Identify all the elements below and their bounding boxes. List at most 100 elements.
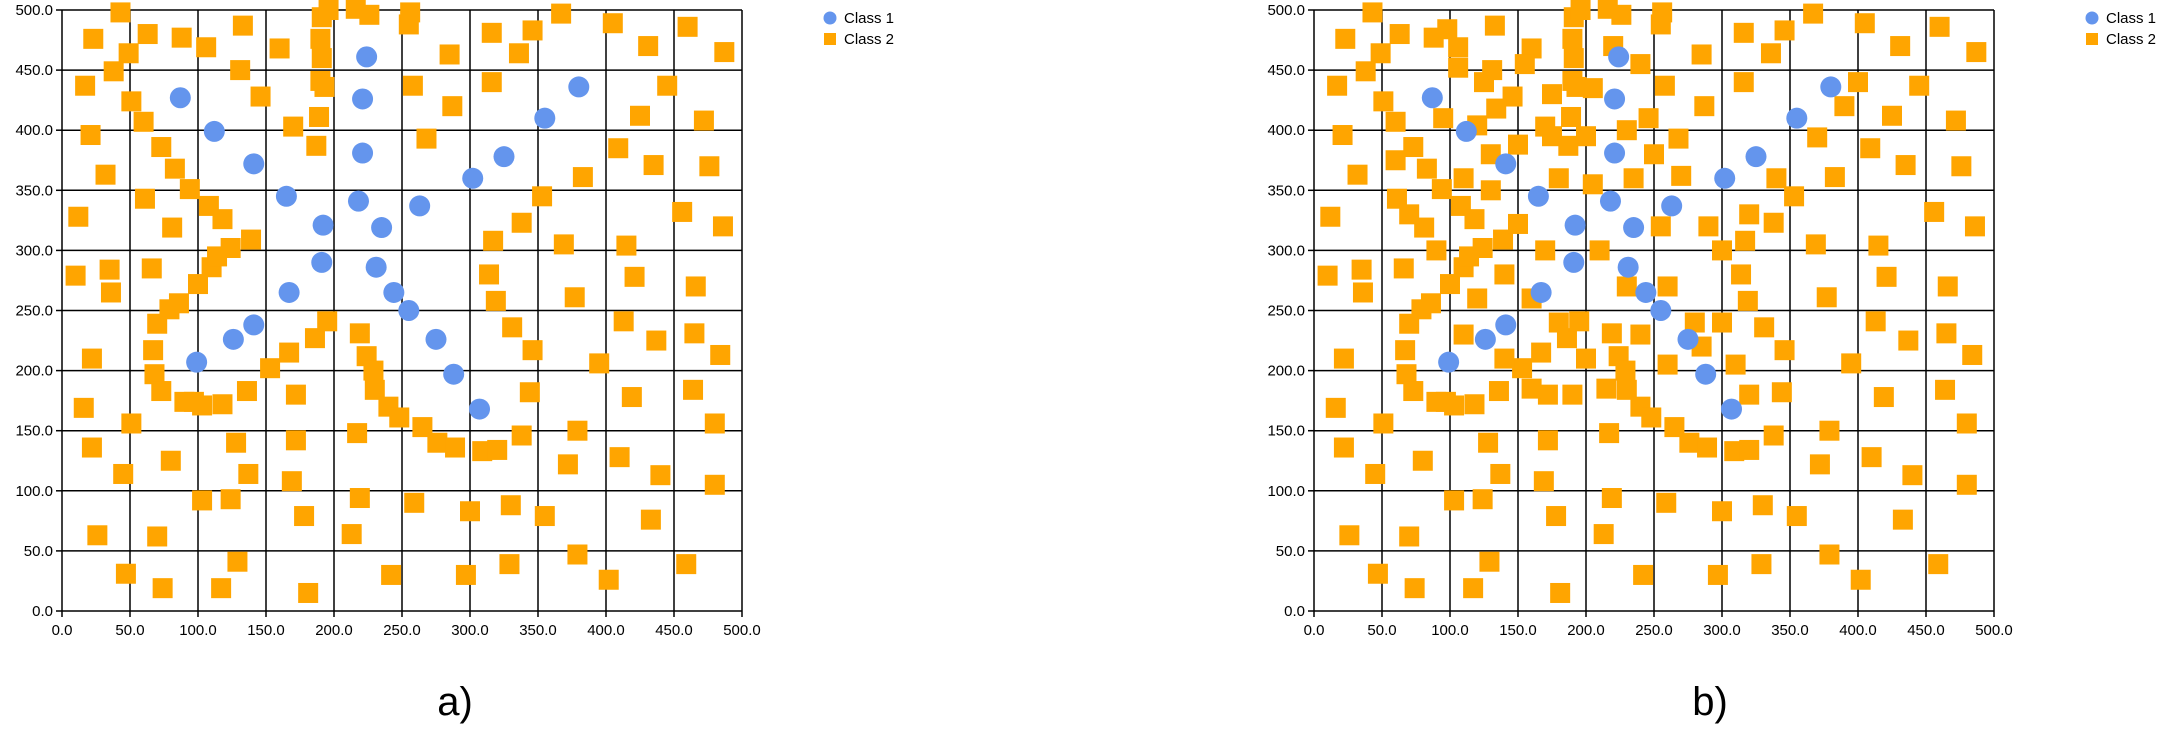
data-point-square [693,110,714,131]
data-point-square [522,20,543,41]
data-point-square [1325,397,1346,418]
data-point-square [250,86,271,107]
axes: 0.0 50.0 100.0 150.0 200.0 250.0 300.0 350.0 400… [1267,2,2012,639]
data-point-circle [383,281,405,303]
data-point-square [269,38,290,59]
data-point-square [1535,240,1556,261]
data-point-square [624,266,645,287]
data-point-square [1803,3,1824,24]
data-point-square [1641,407,1662,428]
x-tick-label: 250.0 [1635,622,1673,639]
data-point-square [1472,237,1493,258]
data-point-square [285,430,306,451]
y-tick-label: 150.0 [15,423,53,440]
data-point-square [1854,13,1875,34]
data-point-circle [1530,281,1552,303]
data-point-square [1739,204,1760,225]
x-tick-label: 100.0 [179,622,217,639]
data-point-square [460,501,480,522]
data-point-square [1472,489,1493,510]
x-tick-label: 150.0 [247,622,285,639]
data-point-circle [1617,256,1639,278]
data-point-square [1444,490,1465,511]
x-tick-label: 500.0 [723,622,761,639]
data-point-square [1537,384,1558,405]
data-point-square [1784,186,1805,207]
data-point-square [1763,425,1784,446]
data-point-square [511,425,532,446]
data-point-square [283,116,304,137]
data-point-square [1962,344,1983,365]
data-point-square [1502,86,1523,107]
data-point-circle [243,314,265,336]
data-point-square [147,526,168,547]
data-point-square [508,43,529,64]
data-point-square [389,407,410,428]
data-point-square [598,569,619,590]
legend: Class 1 Class 2 [823,10,894,48]
data-point-square [133,111,154,132]
data-point-square [1335,28,1356,49]
data-point-square [1347,164,1368,185]
data-point-square [310,28,331,49]
data-point-square [1656,492,1677,513]
data-point-square [164,158,185,179]
data-point-square [553,234,574,255]
data-point-square [1754,317,1775,338]
data-point-circle [222,328,244,350]
data-point-square [1490,463,1511,484]
y-tick-label: 400.0 [1267,122,1305,139]
data-point-square [1809,454,1830,475]
data-point-square [1566,76,1587,97]
data-point-circle [1455,120,1477,142]
x-tick-label: 50.0 [1367,622,1396,639]
data-point-circle [462,167,484,189]
data-point-square [609,447,630,468]
data-point-square [1630,324,1651,345]
data-point-square [1561,106,1582,127]
data-point-square [1365,463,1386,484]
data-point-square [1873,387,1894,408]
data-point-square [1601,323,1622,344]
data-point-square [1616,120,1637,141]
data-point-square [1848,72,1868,93]
data-point-square [1945,110,1966,131]
y-tick-label: 350.0 [1267,182,1305,199]
data-point-square [1664,417,1685,438]
x-tick-label: 0.0 [52,622,73,639]
data-point-square [1679,432,1700,453]
data-point-square [1570,0,1591,20]
data-point-square [1385,111,1406,132]
data-point-square [1433,108,1454,129]
data-point-square [227,551,248,572]
y-tick-label: 200.0 [1267,363,1305,380]
data-point-circle [409,195,431,217]
data-point-square [1514,54,1535,75]
data-point-square [1542,126,1562,147]
data-point-square [230,60,251,81]
data-point-square [83,28,104,49]
data-point-square [1444,395,1465,416]
data-point-square [1420,293,1441,314]
data-point-circle [1599,190,1621,212]
x-tick-label: 50.0 [115,622,144,639]
data-point-square [160,450,181,471]
data-point-square [1320,206,1341,227]
data-point-square [80,125,101,146]
grid [61,9,743,612]
data-point-square [1657,276,1678,297]
scatter-chart-b: 0.0 50.0 100.0 150.0 200.0 250.0 300.0 350.0 400… [1267,0,2156,724]
data-point-circle [311,251,333,273]
data-point-circle [1438,351,1460,373]
data-point-circle [243,153,265,175]
data-point-square [1882,105,1902,126]
data-point-square [1816,287,1837,308]
data-point-square [1868,235,1889,256]
data-point-square [445,437,466,458]
data-point-square [281,471,302,492]
data-point-square [1834,96,1855,117]
data-point-square [1650,216,1671,237]
data-point-square [551,3,572,24]
data-point-square [677,16,698,37]
y-tick-label: 200.0 [15,363,53,380]
